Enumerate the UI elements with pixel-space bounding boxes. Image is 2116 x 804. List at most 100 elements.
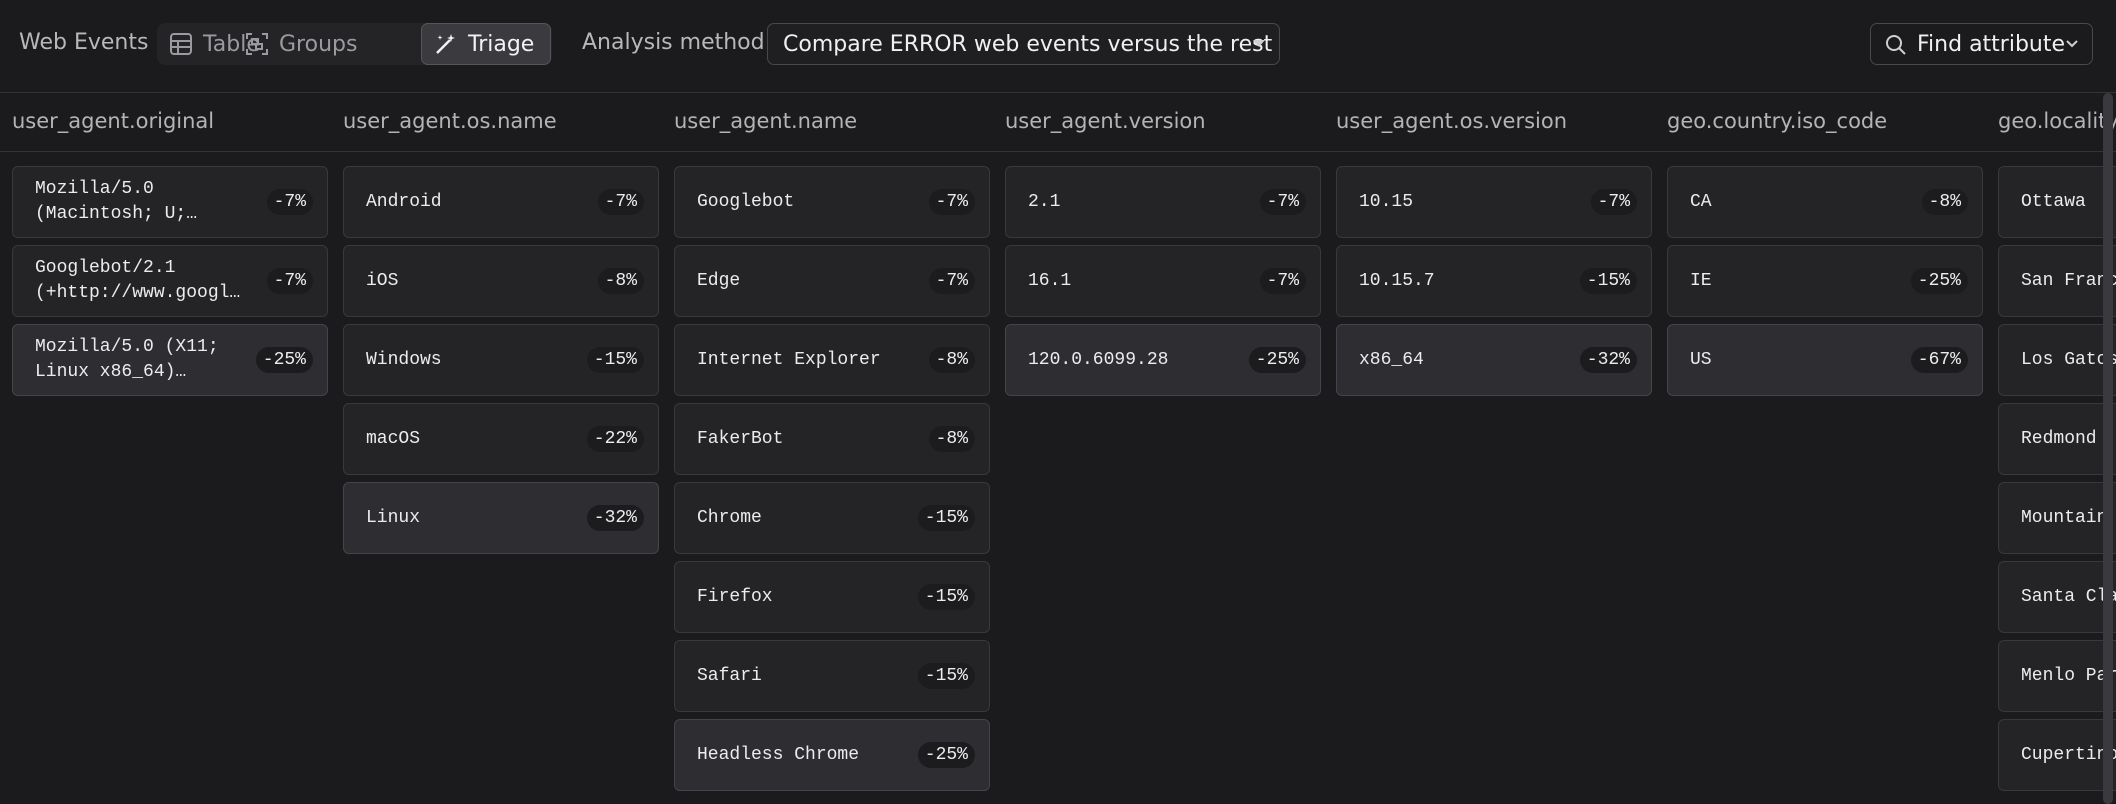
card-label: Firefox (697, 586, 773, 607)
analysis-value: Compare ERROR web events versus the rest (783, 31, 1273, 57)
card-value: -25% (1248, 347, 1306, 373)
card-value: -22% (586, 426, 644, 452)
column-header: geo.country.iso_code (1667, 109, 1888, 133)
tab-icon (436, 34, 455, 54)
card-label: Safari (697, 665, 762, 686)
attribute-card[interactable]: Mozilla/5.0 (Macintosh; U;… -7% (12, 166, 328, 238)
attribute-card[interactable]: Windows -15% (343, 324, 659, 396)
attribute-card[interactable]: 10.15.7 -15% (1336, 245, 1652, 317)
attribute-card[interactable]: 10.15 -7% (1336, 166, 1652, 238)
card-value: -7% (1590, 189, 1637, 215)
tab[interactable]: Triage (421, 23, 551, 65)
attribute-card[interactable]: Ottawa (1998, 166, 2116, 238)
toolbar: Web Events Table Groups Triage Analysis me… (0, 0, 2116, 93)
card-label: Edge (697, 270, 741, 291)
attribute-card[interactable]: Mozilla/5.0 (X11; Linux x86_64)… -25% (12, 324, 328, 396)
card-label: Menlo Par (2021, 665, 2116, 686)
card-value: -7% (597, 189, 644, 215)
analysis-select[interactable]: Compare ERROR web events versus the rest (767, 23, 1280, 65)
card-value: -7% (266, 268, 313, 294)
card-value: -15% (586, 347, 644, 373)
search-icon (1886, 35, 1906, 55)
attribute-card[interactable]: Firefox -15% (674, 561, 990, 633)
card-label: 10.15.7 (1359, 270, 1435, 291)
attribute-card[interactable]: Menlo Par (1998, 640, 2116, 712)
tab-label: Table (203, 31, 260, 57)
attribute-card[interactable]: Cupertino (1998, 719, 2116, 791)
card-label: Googlebot/2.1 (+http://www.googl… (35, 258, 241, 303)
attribute-card[interactable]: Los Gatos (1998, 324, 2116, 396)
column-header: user_agent.os.name (343, 109, 557, 133)
attribute-card[interactable]: Safari -15% (674, 640, 990, 712)
card-label: US (1690, 349, 1712, 370)
column-headers: user_agent.original user_agent.os.name use… (0, 92, 2116, 152)
chevron-icon (2066, 40, 2078, 48)
card-value: -8% (928, 426, 975, 452)
tab[interactable]: Groups (233, 23, 415, 65)
attribute-card[interactable]: Internet Explorer -8% (674, 324, 990, 396)
column-header: geo.locality (1998, 109, 2116, 133)
card-label: Cupertino (2021, 744, 2116, 765)
attribute-card[interactable]: macOS -22% (343, 403, 659, 475)
card-label: Windows (366, 349, 442, 370)
card-label: Mountain (2021, 507, 2108, 528)
attribute-card[interactable]: 16.1 -7% (1005, 245, 1321, 317)
attribute-card[interactable]: Googlebot -7% (674, 166, 990, 238)
tab[interactable]: Table (157, 23, 277, 65)
attribute-card[interactable]: CA -8% (1667, 166, 1983, 238)
card-label: Santa Cla (2021, 586, 2116, 607)
column-header: user_agent.original (12, 109, 215, 133)
attribute-card[interactable]: 120.0.6099.28 -25% (1005, 324, 1321, 396)
attribute-card[interactable]: US -67% (1667, 324, 1983, 396)
attribute-card[interactable]: Chrome -15% (674, 482, 990, 554)
card-value: -7% (266, 189, 313, 215)
card-value: -25% (1910, 268, 1968, 294)
attribute-card[interactable]: IE -25% (1667, 245, 1983, 317)
page-title: Web Events (19, 30, 149, 55)
card-value: -25% (917, 742, 975, 768)
card-label: 2.1 (1028, 191, 1061, 212)
attribute-card[interactable]: Linux -32% (343, 482, 659, 554)
card-label: Internet Explorer (697, 349, 881, 370)
card-label: CA (1690, 191, 1712, 212)
analysis-label: Analysis method (582, 30, 765, 55)
card-value: -32% (586, 505, 644, 531)
attribute-card[interactable]: Santa Cla (1998, 561, 2116, 633)
card-label: 10.15 (1359, 191, 1414, 212)
attribute-card[interactable]: 2.1 -7% (1005, 166, 1321, 238)
attribute-card[interactable]: Redmond (1998, 403, 2116, 475)
card-value: -7% (1259, 189, 1306, 215)
card-value: -7% (928, 268, 975, 294)
card-label: macOS (366, 428, 421, 449)
attribute-card[interactable]: FakerBot -8% (674, 403, 990, 475)
card-value: -8% (597, 268, 644, 294)
attribute-card[interactable]: Googlebot/2.1 (+http://www.googl… -7% (12, 245, 328, 317)
card-label: Googlebot (697, 191, 795, 212)
card-label: Ottawa (2021, 191, 2086, 212)
card-value: -7% (928, 189, 975, 215)
tab-icon (246, 33, 268, 55)
attribute-card[interactable]: x86_64 -32% (1336, 324, 1652, 396)
find-attribute[interactable]: Find attribute (1870, 23, 2093, 65)
tab-icon (170, 33, 192, 55)
view-tabs: Table Groups Triage (157, 23, 552, 65)
attribute-card[interactable]: Android -7% (343, 166, 659, 238)
attribute-card[interactable]: Mountain (1998, 482, 2116, 554)
column-header: user_agent.os.version (1336, 109, 1568, 133)
attribute-card[interactable]: San Franc (1998, 245, 2116, 317)
attribute-card[interactable]: Edge -7% (674, 245, 990, 317)
attribute-card[interactable]: iOS -8% (343, 245, 659, 317)
column-header: user_agent.version (1005, 109, 1206, 133)
card-value: -15% (917, 505, 975, 531)
card-value: -15% (917, 663, 975, 689)
card-value: -15% (1579, 268, 1637, 294)
attribute-card[interactable]: Headless Chrome -25% (674, 719, 990, 791)
card-label: Mozilla/5.0 (Macintosh; U;… (35, 179, 198, 224)
columns: Mozilla/5.0 (Macintosh; U;… -7% Googlebot/… (0, 151, 2116, 804)
card-label: San Franc (2021, 270, 2116, 291)
card-value: -15% (917, 584, 975, 610)
card-value: -8% (1921, 189, 1968, 215)
scrollbar[interactable] (2103, 93, 2113, 804)
card-label: IE (1690, 270, 1712, 291)
